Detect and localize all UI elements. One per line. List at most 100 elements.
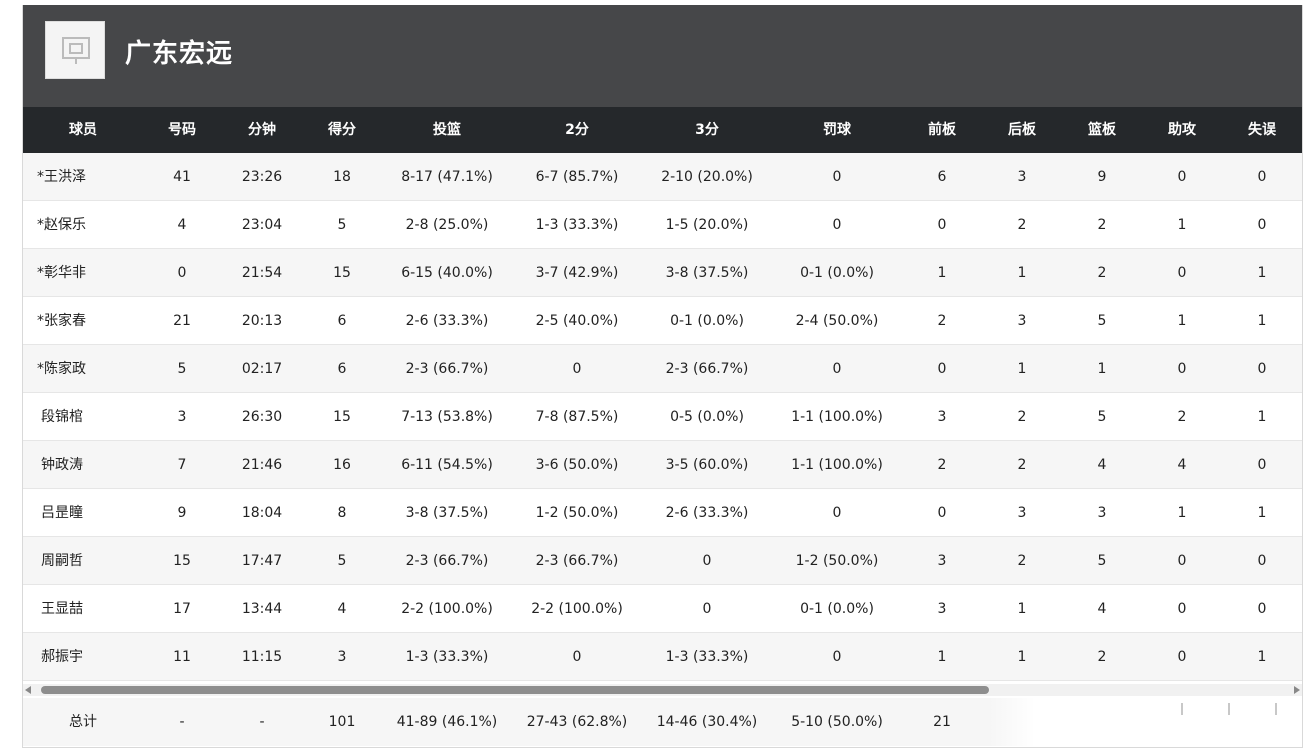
- cell-player[interactable]: 段锦棺: [41, 409, 83, 425]
- cell-three-pt: 0: [702, 601, 712, 617]
- table-row: 钟政涛 7 21:46 16 6-11 (54.5%) 3-6 (50.0%) 3-5 (6…: [23, 441, 1302, 489]
- cell-minutes: 20:13: [241, 313, 283, 329]
- horizontal-scrollbar[interactable]: [23, 684, 1302, 696]
- cell-player[interactable]: 郝振宇: [41, 649, 83, 665]
- cell-minutes: 18:04: [241, 505, 283, 521]
- scrollbar-thumb[interactable]: [41, 686, 989, 694]
- table-row: *赵保乐 4 23:04 5 2-8 (25.0%) 1-3 (33.3%) 1-5 (20…: [23, 201, 1302, 249]
- cell-ft: 0: [832, 217, 842, 233]
- cell-ft: 1-2 (50.0%): [795, 553, 879, 569]
- ghost-mark: [1275, 703, 1277, 715]
- cell-tov: 0: [1257, 601, 1267, 617]
- cell-two-pt: 2-2 (100.0%): [531, 601, 623, 617]
- column-header-tov[interactable]: 失误: [1248, 122, 1276, 138]
- column-header-points[interactable]: 得分: [328, 122, 356, 138]
- cell-two-pt: 0: [572, 361, 582, 377]
- table-row: 吕昰瞳 9 18:04 8 3-8 (37.5%) 1-2 (50.0%) 2-6 (33.…: [23, 489, 1302, 537]
- fade-overlay: [988, 696, 1302, 746]
- table-row: *王洪泽 41 23:26 18 8-17 (47.1%) 6-7 (85.7%) 2-10…: [23, 153, 1302, 201]
- cell-points: 6: [337, 361, 347, 377]
- cell-ft: 0: [832, 649, 842, 665]
- cell-player[interactable]: 吕昰瞳: [41, 505, 83, 521]
- cell-ast: 1: [1177, 217, 1187, 233]
- column-header-dreb[interactable]: 后板: [1008, 122, 1036, 138]
- total-cell-two-pt: 27-43 (62.8%): [526, 714, 628, 730]
- cell-dreb: 3: [1017, 313, 1027, 329]
- cell-reb: 3: [1097, 505, 1107, 521]
- cell-two-pt: 1-2 (50.0%): [535, 505, 619, 521]
- cell-fg: 2-3 (66.7%): [405, 361, 489, 377]
- cell-fg: 2-2 (100.0%): [401, 601, 493, 617]
- total-cell-minutes: -: [259, 714, 265, 730]
- column-header-number[interactable]: 号码: [168, 122, 196, 138]
- cell-oreb: 0: [937, 505, 947, 521]
- cell-three-pt: 3-8 (37.5%): [665, 265, 749, 281]
- cell-number: 5: [177, 361, 187, 377]
- cell-three-pt: 1-3 (33.3%): [665, 649, 749, 665]
- cell-tov: 1: [1257, 313, 1267, 329]
- cell-ast: 0: [1177, 361, 1187, 377]
- cell-player[interactable]: *王洪泽: [37, 169, 86, 185]
- team-logo-icon: [45, 21, 105, 79]
- table-row: 段锦棺 3 26:30 15 7-13 (53.8%) 7-8 (87.5%) 0-5 (0…: [23, 393, 1302, 441]
- scroll-right-icon[interactable]: [1294, 686, 1300, 694]
- cell-ast: 0: [1177, 169, 1187, 185]
- cell-reb: 5: [1097, 313, 1107, 329]
- cell-player[interactable]: *赵保乐: [37, 217, 86, 233]
- cell-fg: 8-17 (47.1%): [401, 169, 493, 185]
- cell-points: 6: [337, 313, 347, 329]
- table-row: 周嗣哲 15 17:47 5 2-3 (66.7%) 2-3 (66.7%) 0 1-2 (5…: [23, 537, 1302, 585]
- table-row: *陈家政 5 02:17 6 2-3 (66.7%) 0 2-3 (66.7%) 0 0 1 1 0 0: [23, 345, 1302, 393]
- column-header-fg[interactable]: 投篮: [433, 122, 461, 138]
- cell-player[interactable]: *张家春: [37, 313, 86, 329]
- cell-player[interactable]: 周嗣哲: [41, 553, 83, 569]
- cell-player[interactable]: 钟政涛: [41, 457, 83, 473]
- cell-ast: 4: [1177, 457, 1187, 473]
- cell-minutes: 21:54: [241, 265, 283, 281]
- column-header-three-pt[interactable]: 3分: [695, 122, 719, 138]
- cell-ft: 0: [832, 505, 842, 521]
- scroll-left-icon[interactable]: [25, 686, 31, 694]
- column-header-oreb[interactable]: 前板: [928, 122, 956, 138]
- cell-fg: 6-15 (40.0%): [401, 265, 493, 281]
- cell-ft: 0-1 (0.0%): [800, 265, 874, 281]
- total-cell-points: 101: [328, 714, 356, 730]
- cell-three-pt: 1-5 (20.0%): [665, 217, 749, 233]
- cell-player[interactable]: *彰华非: [37, 265, 86, 281]
- cell-ast: 0: [1177, 553, 1187, 569]
- cell-ft: 0: [832, 169, 842, 185]
- cell-minutes: 23:04: [241, 217, 283, 233]
- total-cell-three-pt: 14-46 (30.4%): [656, 714, 758, 730]
- table-row: *张家春 21 20:13 6 2-6 (33.3%) 2-5 (40.0%) 0-1 (0…: [23, 297, 1302, 345]
- cell-number: 4: [177, 217, 187, 233]
- cell-number: 9: [177, 505, 187, 521]
- cell-number: 0: [177, 265, 187, 281]
- cell-dreb: 2: [1017, 457, 1027, 473]
- cell-minutes: 13:44: [241, 601, 283, 617]
- cell-reb: 9: [1097, 169, 1107, 185]
- cell-points: 8: [337, 505, 347, 521]
- cell-oreb: 0: [937, 217, 947, 233]
- cell-tov: 0: [1257, 217, 1267, 233]
- column-header-minutes[interactable]: 分钟: [248, 122, 276, 138]
- cell-dreb: 1: [1017, 649, 1027, 665]
- cell-player[interactable]: 王显喆: [41, 601, 83, 617]
- cell-tov: 1: [1257, 265, 1267, 281]
- cell-dreb: 2: [1017, 553, 1027, 569]
- total-cell-oreb: 21: [933, 714, 951, 730]
- cell-player[interactable]: *陈家政: [37, 361, 86, 377]
- cell-oreb: 2: [937, 457, 947, 473]
- cell-fg: 2-8 (25.0%): [405, 217, 489, 233]
- cell-ast: 2: [1177, 409, 1187, 425]
- cell-number: 7: [177, 457, 187, 473]
- ghost-mark: [1228, 703, 1230, 715]
- column-header-ast[interactable]: 助攻: [1168, 122, 1196, 138]
- cell-oreb: 1: [937, 265, 947, 281]
- column-header-two-pt[interactable]: 2分: [565, 122, 589, 138]
- team-name: 广东宏远: [125, 39, 234, 69]
- column-header-ft[interactable]: 罚球: [823, 122, 851, 138]
- table-row: 王显喆 17 13:44 4 2-2 (100.0%) 2-2 (100.0%) 0 0-1 …: [23, 585, 1302, 633]
- column-header-reb[interactable]: 篮板: [1088, 122, 1116, 138]
- column-header-player[interactable]: 球员: [69, 122, 97, 138]
- cell-oreb: 6: [937, 169, 947, 185]
